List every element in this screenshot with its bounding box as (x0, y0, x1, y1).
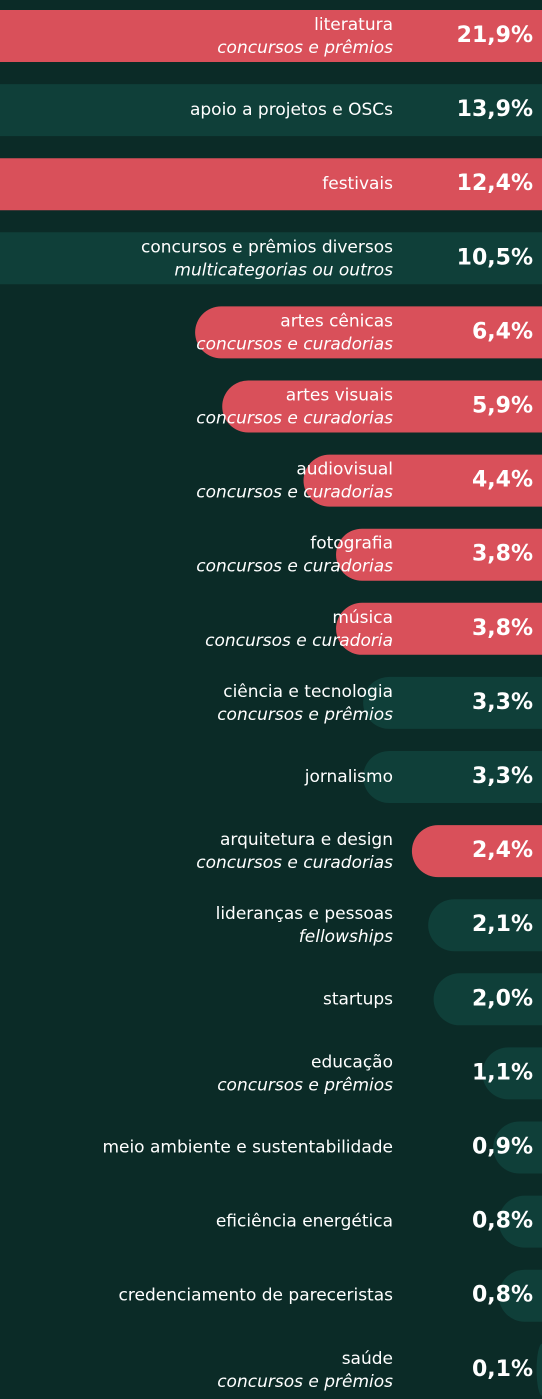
category-label: artes cênicas (280, 311, 393, 331)
category-label: jornalismo (304, 767, 393, 787)
bar (498, 1269, 542, 1322)
value-label: 0,9% (472, 1135, 533, 1160)
value-label: 13,9% (457, 97, 533, 122)
bar (0, 10, 542, 62)
category-label: lideranças e pessoas (216, 904, 394, 924)
category-label: música (332, 608, 393, 628)
bar (336, 528, 542, 581)
category-subtitle: concursos e prêmios (217, 38, 393, 58)
value-label: 2,0% (472, 986, 533, 1011)
value-label: 10,5% (457, 245, 533, 270)
category-label: concursos e prêmios diversos (141, 237, 393, 257)
category-subtitle: concursos e prêmios (217, 1372, 393, 1392)
category-subtitle: concursos e curadorias (196, 853, 393, 873)
category-subtitle: concursos e curadorias (196, 557, 393, 577)
category-label: arquitetura e design (220, 830, 393, 850)
value-label: 3,3% (472, 764, 533, 789)
bar (222, 380, 542, 433)
bar (411, 825, 542, 878)
value-label: 3,8% (472, 616, 533, 641)
category-subtitle: multicategorias ou outros (174, 260, 393, 280)
category-subtitle: concursos e prêmios (217, 705, 393, 725)
value-label: 3,8% (472, 542, 533, 567)
category-subtitle: concursos e curadorias (196, 483, 393, 503)
category-label: saúde (342, 1349, 393, 1369)
bar (0, 158, 542, 211)
value-label: 2,4% (472, 838, 533, 863)
value-label: 21,9% (457, 23, 533, 48)
category-subtitle: fellowships (299, 927, 393, 947)
category-label: credenciamento de pareceristas (119, 1286, 394, 1306)
category-label: audiovisual (296, 460, 393, 480)
bar (428, 899, 542, 952)
bar (0, 84, 542, 137)
bar (363, 676, 542, 729)
bar (536, 1343, 542, 1396)
value-label: 2,1% (472, 912, 533, 937)
category-label: eficiência energética (216, 1212, 393, 1232)
category-label: ciência e tecnologia (223, 682, 393, 702)
category-label: artes visuais (286, 386, 393, 406)
category-subtitle: concursos e curadoria (205, 631, 393, 651)
bars (0, 10, 542, 1396)
value-label: 4,4% (472, 468, 533, 493)
category-subtitle: concursos e curadorias (196, 409, 393, 429)
category-label: literatura (314, 15, 393, 35)
value-label: 0,8% (472, 1209, 533, 1234)
bar (195, 306, 542, 359)
value-label: 12,4% (457, 171, 533, 196)
bar (498, 1195, 542, 1248)
value-label: 3,3% (472, 690, 533, 715)
category-label: festivais (322, 174, 393, 194)
bar (303, 454, 542, 507)
bar (0, 232, 542, 285)
category-label: startups (323, 989, 393, 1009)
value-label: 0,1% (472, 1357, 533, 1382)
bar (363, 751, 542, 803)
category-label: fotografia (310, 534, 393, 554)
bar (336, 602, 542, 655)
value-label: 1,1% (472, 1060, 533, 1085)
labels: literatura concursos e prêmios 21,9% apoio … (102, 15, 533, 1392)
category-label: educação (311, 1052, 393, 1072)
bar (482, 1047, 542, 1100)
bar (433, 973, 542, 1026)
value-label: 6,4% (472, 319, 533, 344)
value-label: 5,9% (472, 394, 533, 419)
category-subtitle: concursos e curadorias (196, 334, 393, 354)
category-subtitle: concursos e prêmios (217, 1075, 393, 1095)
category-label: meio ambiente e sustentabilidade (102, 1138, 393, 1158)
bar (493, 1121, 542, 1174)
category-label: apoio a projetos e OSCs (190, 100, 393, 120)
value-label: 0,8% (472, 1283, 533, 1308)
